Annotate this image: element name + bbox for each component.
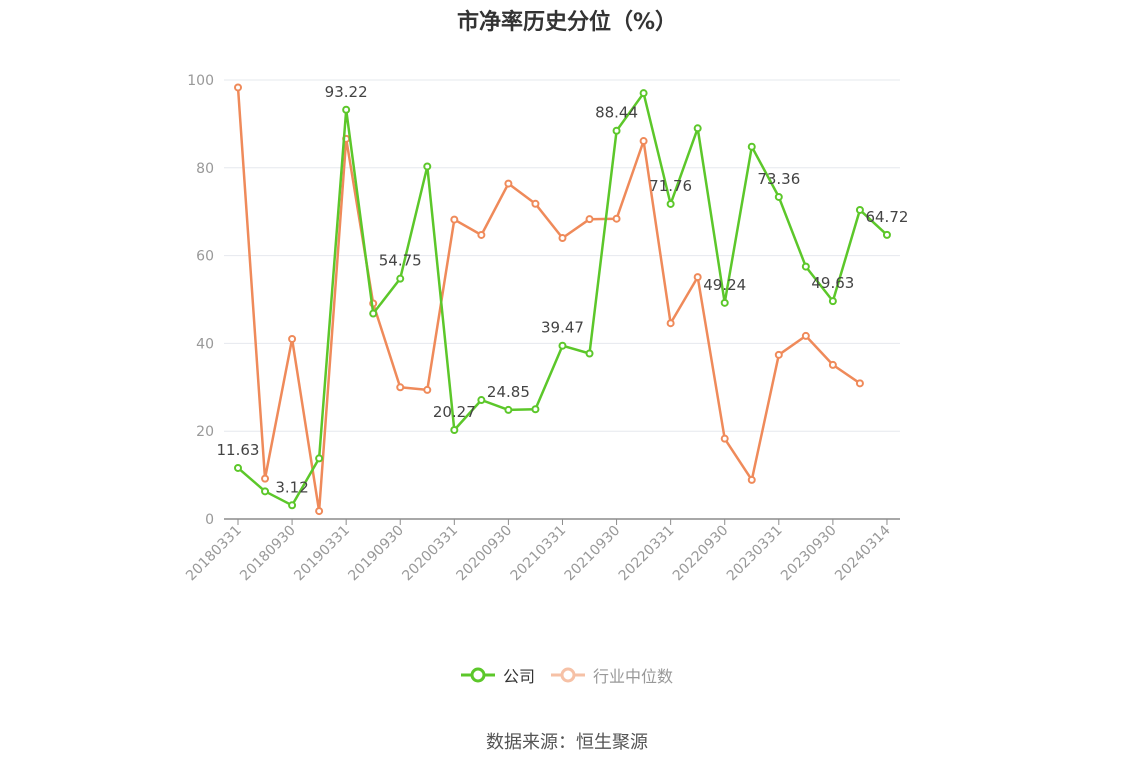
- data-label: 49.24: [703, 276, 746, 294]
- data-point: [558, 341, 567, 350]
- data-point: [423, 385, 432, 394]
- data-label: 20.27: [433, 403, 476, 421]
- legend-company-icon: [460, 667, 495, 683]
- data-point: [342, 105, 351, 114]
- data-point: [747, 475, 756, 484]
- data-point: [261, 474, 270, 483]
- data-point: [531, 199, 540, 208]
- y-tick-label: 0: [205, 512, 214, 528]
- data-point: [288, 501, 297, 510]
- data-point: [504, 405, 513, 414]
- data-point: [261, 487, 270, 496]
- x-tick-label: 20230930: [778, 523, 840, 585]
- x-tick-label: 20190331: [291, 523, 353, 585]
- data-point: [531, 405, 540, 414]
- x-tick-label: 20180331: [183, 523, 245, 585]
- data-label: 88.44: [595, 104, 638, 122]
- x-tick-label: 20200930: [454, 523, 516, 585]
- x-tick-label: 20220331: [616, 523, 678, 585]
- data-point: [477, 230, 486, 239]
- x-tick-label: 20240314: [832, 522, 894, 584]
- legend-industry-icon: [551, 667, 585, 683]
- data-point: [801, 262, 810, 271]
- chart-title: 市净率历史分位（%）: [456, 10, 678, 35]
- data-point: [882, 230, 891, 239]
- data-label: 73.36: [757, 170, 800, 188]
- data-point: [585, 215, 594, 224]
- x-tick-label: 20220930: [670, 523, 732, 585]
- data-point: [855, 205, 864, 214]
- series-line: [236, 87, 861, 513]
- data-point: [720, 298, 729, 307]
- x-tick-label: 20230331: [724, 523, 786, 585]
- data-label: 71.76: [649, 177, 692, 195]
- data-point: [747, 142, 756, 151]
- data-point: [369, 309, 378, 318]
- data-point: [477, 396, 486, 405]
- data-point: [558, 234, 567, 243]
- data-point: [693, 273, 702, 282]
- series-industry-median: [234, 83, 864, 516]
- data-point: [315, 454, 324, 463]
- x-tick-label: 20210331: [508, 523, 570, 585]
- data-point: [639, 137, 648, 146]
- legend-item-industry-median[interactable]: 行业中位数: [551, 663, 673, 687]
- data-point: [612, 214, 621, 223]
- data-point: [666, 199, 675, 208]
- data-point: [720, 434, 729, 443]
- data-point: [828, 297, 837, 306]
- data-point: [450, 215, 459, 224]
- data-label: 3.12: [275, 478, 308, 496]
- data-point: [288, 335, 297, 344]
- data-labels: 11.63 3.12 93.22 54.75 20.27 24.85 39.47 88.44 7…: [217, 83, 909, 497]
- x-tick-label: 20210930: [562, 523, 624, 585]
- series: [234, 83, 891, 516]
- y-tick-label: 60: [196, 249, 214, 265]
- data-point: [234, 463, 242, 472]
- data-point: [396, 383, 405, 392]
- data-point: [234, 83, 242, 92]
- y-tick-label: 40: [196, 336, 214, 352]
- x-tick-label: 20200331: [399, 523, 461, 585]
- legend: 公司 行业中位数: [0, 663, 1134, 687]
- data-label: 39.47: [541, 319, 584, 337]
- data-point: [315, 507, 324, 516]
- data-point: [801, 331, 810, 340]
- data-point: [666, 319, 675, 328]
- legend-label-company: 公司: [502, 667, 535, 686]
- data-point: [639, 89, 648, 98]
- data-point: [828, 360, 837, 369]
- x-tick-label: 20180930: [237, 523, 299, 585]
- y-tick-label: 80: [196, 161, 214, 177]
- data-point: [693, 124, 702, 133]
- data-point: [396, 274, 405, 283]
- data-label: 54.75: [379, 252, 422, 270]
- legend-label-industry-median: 行业中位数: [593, 667, 674, 686]
- y-tick-label: 20: [196, 424, 214, 440]
- data-point: [450, 426, 459, 435]
- data-label: 11.63: [217, 441, 260, 459]
- legend-item-company[interactable]: 公司: [460, 663, 535, 687]
- data-point: [423, 162, 432, 171]
- data-label: 24.85: [487, 383, 530, 401]
- x-tick-label: 20190930: [345, 523, 407, 585]
- data-point: [774, 350, 783, 359]
- y-tick-label: 100: [187, 73, 214, 89]
- data-label: 93.22: [325, 83, 368, 101]
- data-point: [774, 192, 783, 201]
- data-point: [612, 126, 621, 135]
- data-point: [585, 349, 594, 358]
- series-company: [234, 89, 891, 510]
- data-point: [855, 379, 864, 388]
- source-note: 数据来源：恒生聚源: [486, 732, 648, 753]
- data-label: 64.72: [865, 208, 908, 226]
- data-label: 49.63: [811, 274, 854, 292]
- data-point: [504, 179, 513, 188]
